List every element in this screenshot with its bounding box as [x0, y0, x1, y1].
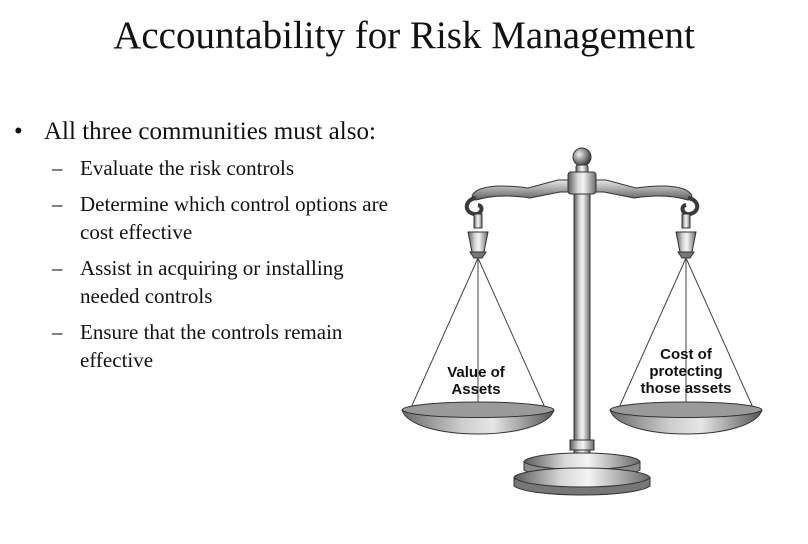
dash-icon: – — [52, 320, 63, 344]
main-bullet-text: All three communities must also: — [44, 118, 376, 145]
right-pan-label: Cost of protecting those assets — [640, 346, 732, 397]
sub-bullet-item: – Determine which control options are co… — [52, 190, 394, 246]
dash-icon: – — [52, 192, 63, 216]
sub-bullet-text: Ensure that the controls remain effectiv… — [80, 320, 343, 372]
sub-bullet-text: Determine which control options are cost… — [80, 192, 388, 244]
main-bullet: • All three communities must also: — [14, 116, 394, 148]
dash-icon: – — [52, 156, 63, 180]
balance-scale-illustration: Value of Assets Cost of protecting those… — [398, 140, 778, 510]
sub-bullet-text: Evaluate the risk controls — [80, 156, 295, 180]
dash-icon: – — [52, 256, 63, 280]
sub-bullet-item: – Ensure that the controls remain effect… — [52, 318, 394, 374]
left-pan-label: Value of Assets — [447, 364, 505, 398]
balance-scale-icon — [401, 147, 763, 496]
sub-bullet-item: – Assist in acquiring or installing need… — [52, 254, 394, 310]
sub-bullet-text: Assist in acquiring or installing needed… — [80, 256, 344, 308]
sub-bullet-item: – Evaluate the risk controls — [52, 154, 394, 182]
sub-bullet-list: – Evaluate the risk controls – Determine… — [14, 154, 394, 374]
slide-title: Accountability for Risk Management — [113, 14, 695, 57]
bullet-dot-icon: • — [14, 118, 23, 145]
bullet-list: • All three communities must also: – Eva… — [14, 116, 394, 382]
